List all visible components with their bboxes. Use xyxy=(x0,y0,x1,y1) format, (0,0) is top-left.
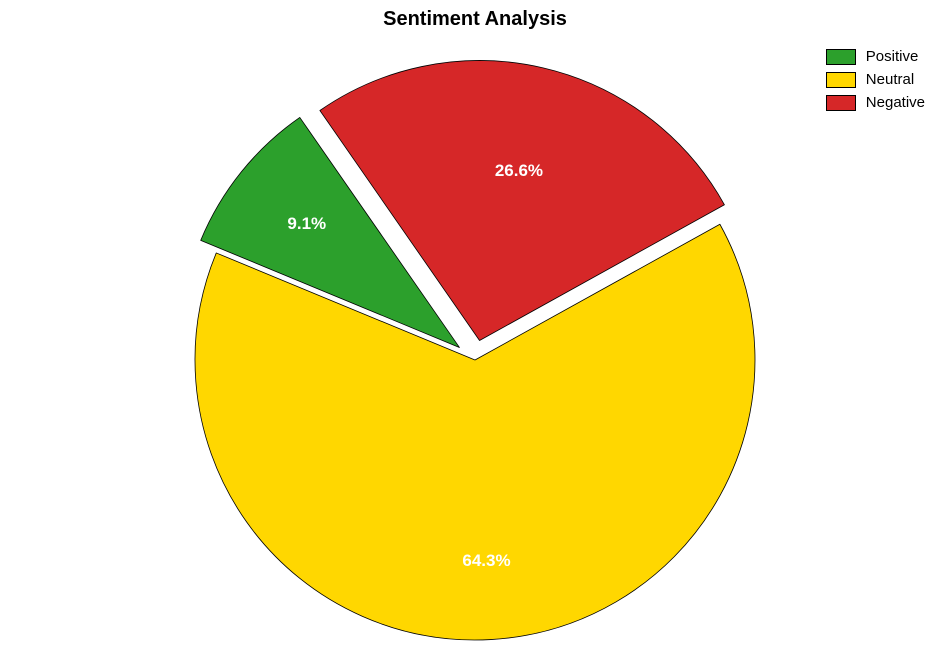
legend-item-positive: Positive xyxy=(826,48,925,65)
legend-swatch xyxy=(826,95,856,111)
pie-label-neutral: 64.3% xyxy=(462,551,510,570)
legend-swatch xyxy=(826,49,856,65)
pie-chart-svg: 26.6% 9.1% 64.3% xyxy=(0,40,950,662)
legend-label: Negative xyxy=(866,94,925,111)
pie-label-positive: 9.1% xyxy=(287,214,326,233)
legend-swatch xyxy=(826,72,856,88)
chart-title: Sentiment Analysis xyxy=(0,8,950,31)
legend: Positive Neutral Negative xyxy=(826,48,925,111)
legend-label: Positive xyxy=(866,48,919,65)
pie-label-negative: 26.6% xyxy=(495,161,543,180)
chart-container: Sentiment Analysis 26.6% 9.1% 64.3% Positi… xyxy=(0,0,950,662)
legend-item-negative: Negative xyxy=(826,94,925,111)
legend-item-neutral: Neutral xyxy=(826,71,925,88)
legend-label: Neutral xyxy=(866,71,914,88)
